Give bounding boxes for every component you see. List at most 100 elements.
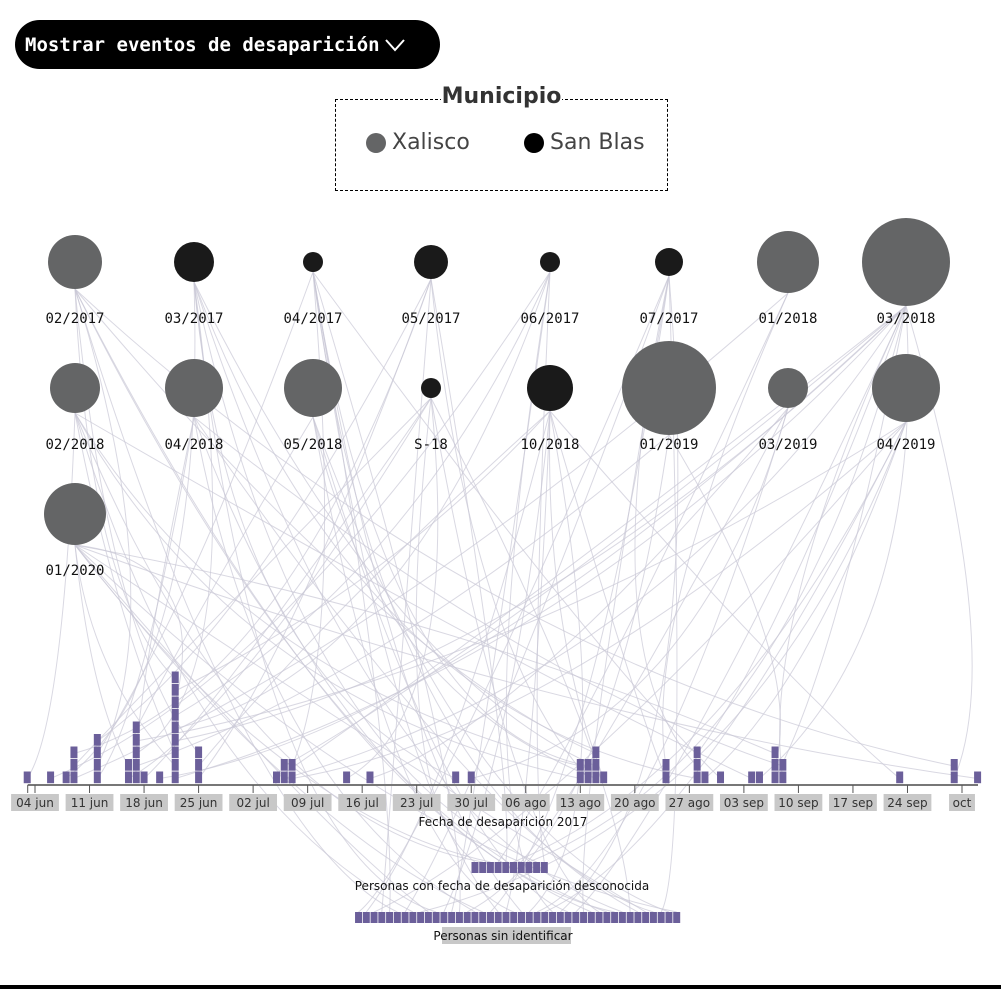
group-circle[interactable] (655, 248, 683, 276)
person-cell[interactable] (592, 759, 600, 771)
unidentified-cell[interactable] (362, 912, 370, 923)
unidentified-cell[interactable] (564, 912, 572, 923)
unknown-date-cell[interactable] (471, 862, 479, 873)
unknown-date-cell[interactable] (479, 862, 487, 873)
person-cell[interactable] (124, 771, 132, 784)
unidentified-cell[interactable] (580, 912, 588, 923)
person-cell[interactable] (171, 671, 179, 684)
unknown-date-cell[interactable] (517, 862, 525, 873)
person-cell[interactable] (343, 771, 351, 784)
group-circle[interactable] (421, 378, 441, 398)
unidentified-cell[interactable] (401, 912, 409, 923)
group-circle[interactable] (540, 252, 560, 272)
unidentified-cell[interactable] (417, 912, 425, 923)
unknown-date-cell[interactable] (494, 862, 502, 873)
group-circle[interactable] (303, 252, 323, 272)
person-cell[interactable] (280, 771, 288, 784)
person-cell[interactable] (467, 771, 475, 784)
person-cell[interactable] (600, 771, 608, 784)
person-cell[interactable] (195, 746, 203, 759)
unidentified-cell[interactable] (533, 912, 541, 923)
person-cell[interactable] (701, 771, 709, 784)
person-cell[interactable] (195, 759, 203, 771)
person-cell[interactable] (748, 771, 756, 784)
person-cell[interactable] (693, 746, 701, 759)
person-cell[interactable] (70, 771, 78, 784)
person-cell[interactable] (171, 684, 179, 696)
group-circle[interactable] (414, 245, 448, 279)
unidentified-cell[interactable] (471, 912, 479, 923)
unidentified-cell[interactable] (494, 912, 502, 923)
person-cell[interactable] (662, 771, 670, 784)
unidentified-cell[interactable] (556, 912, 564, 923)
person-cell[interactable] (156, 771, 164, 784)
unidentified-cell[interactable] (665, 912, 673, 923)
person-cell[interactable] (171, 759, 179, 771)
unknown-date-cell[interactable] (540, 862, 548, 873)
legend-item-san-blas[interactable]: San Blas (524, 130, 645, 155)
unidentified-cell[interactable] (634, 912, 642, 923)
person-cell[interactable] (171, 721, 179, 734)
unidentified-cell[interactable] (463, 912, 471, 923)
person-cell[interactable] (93, 746, 101, 759)
person-cell[interactable] (288, 759, 296, 771)
unidentified-cell[interactable] (448, 912, 456, 923)
unidentified-cell[interactable] (386, 912, 394, 923)
person-cell[interactable] (280, 759, 288, 771)
person-cell[interactable] (62, 771, 70, 784)
person-cell[interactable] (592, 746, 600, 759)
person-cell[interactable] (771, 771, 779, 784)
group-circle[interactable] (284, 359, 342, 417)
person-cell[interactable] (272, 771, 280, 784)
person-cell[interactable] (171, 734, 179, 746)
group-circle[interactable] (174, 242, 214, 282)
unidentified-cell[interactable] (432, 912, 440, 923)
unknown-date-cell[interactable] (533, 862, 541, 873)
person-cell[interactable] (662, 759, 670, 771)
group-circle[interactable] (50, 363, 100, 413)
unidentified-cell[interactable] (393, 912, 401, 923)
person-cell[interactable] (132, 746, 140, 759)
unidentified-cell[interactable] (611, 912, 619, 923)
person-cell[interactable] (717, 771, 725, 784)
person-cell[interactable] (779, 759, 787, 771)
person-cell[interactable] (576, 771, 584, 784)
group-circle[interactable] (165, 359, 223, 417)
person-cell[interactable] (171, 709, 179, 721)
group-circle[interactable] (527, 365, 573, 411)
unknown-date-cell[interactable] (525, 862, 533, 873)
unidentified-cell[interactable] (541, 912, 549, 923)
unknown-date-cell[interactable] (486, 862, 494, 873)
unidentified-cell[interactable] (510, 912, 518, 923)
person-cell[interactable] (779, 771, 787, 784)
unidentified-cell[interactable] (355, 912, 363, 923)
person-cell[interactable] (693, 771, 701, 784)
unidentified-cell[interactable] (518, 912, 525, 923)
person-cell[interactable] (950, 759, 958, 771)
person-cell[interactable] (140, 771, 148, 784)
person-cell[interactable] (47, 771, 55, 784)
person-cell[interactable] (755, 771, 763, 784)
unidentified-cell[interactable] (595, 912, 603, 923)
person-cell[interactable] (132, 771, 140, 784)
person-cell[interactable] (896, 771, 904, 784)
person-cell[interactable] (693, 759, 701, 771)
legend-item-xalisco[interactable]: Xalisco (366, 130, 470, 155)
unidentified-cell[interactable] (626, 912, 634, 923)
person-cell[interactable] (195, 771, 203, 784)
group-circle[interactable] (862, 218, 950, 306)
person-cell[interactable] (592, 771, 600, 784)
person-cell[interactable] (950, 771, 958, 784)
group-circle[interactable] (44, 483, 106, 545)
person-cell[interactable] (584, 759, 592, 771)
person-cell[interactable] (93, 734, 101, 746)
unidentified-cell[interactable] (673, 912, 681, 923)
person-cell[interactable] (93, 771, 101, 784)
unidentified-cell[interactable] (618, 912, 626, 923)
unidentified-cell[interactable] (502, 912, 510, 923)
person-cell[interactable] (132, 759, 140, 771)
person-cell[interactable] (584, 771, 592, 784)
unidentified-cell[interactable] (587, 912, 595, 923)
unidentified-cell[interactable] (479, 912, 487, 923)
unidentified-cell[interactable] (572, 912, 580, 923)
